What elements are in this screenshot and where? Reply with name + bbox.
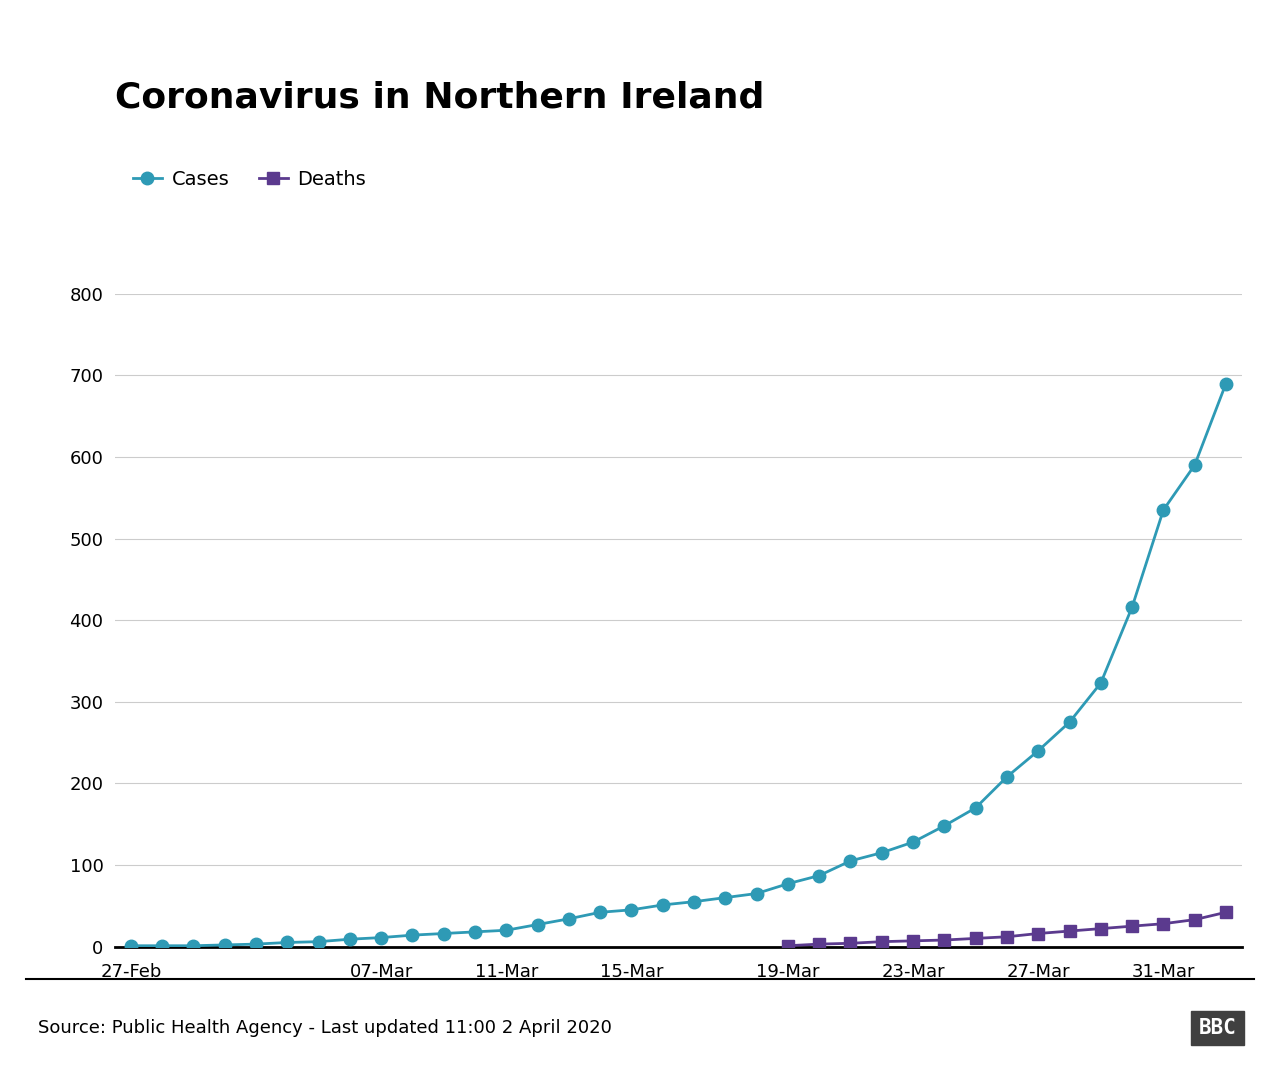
Text: Coronavirus in Northern Ireland: Coronavirus in Northern Ireland (115, 81, 764, 114)
Text: BBC: BBC (1198, 1018, 1236, 1038)
Legend: Cases, Deaths: Cases, Deaths (125, 162, 374, 197)
Text: Source: Public Health Agency - Last updated 11:00 2 April 2020: Source: Public Health Agency - Last upda… (38, 1019, 612, 1037)
